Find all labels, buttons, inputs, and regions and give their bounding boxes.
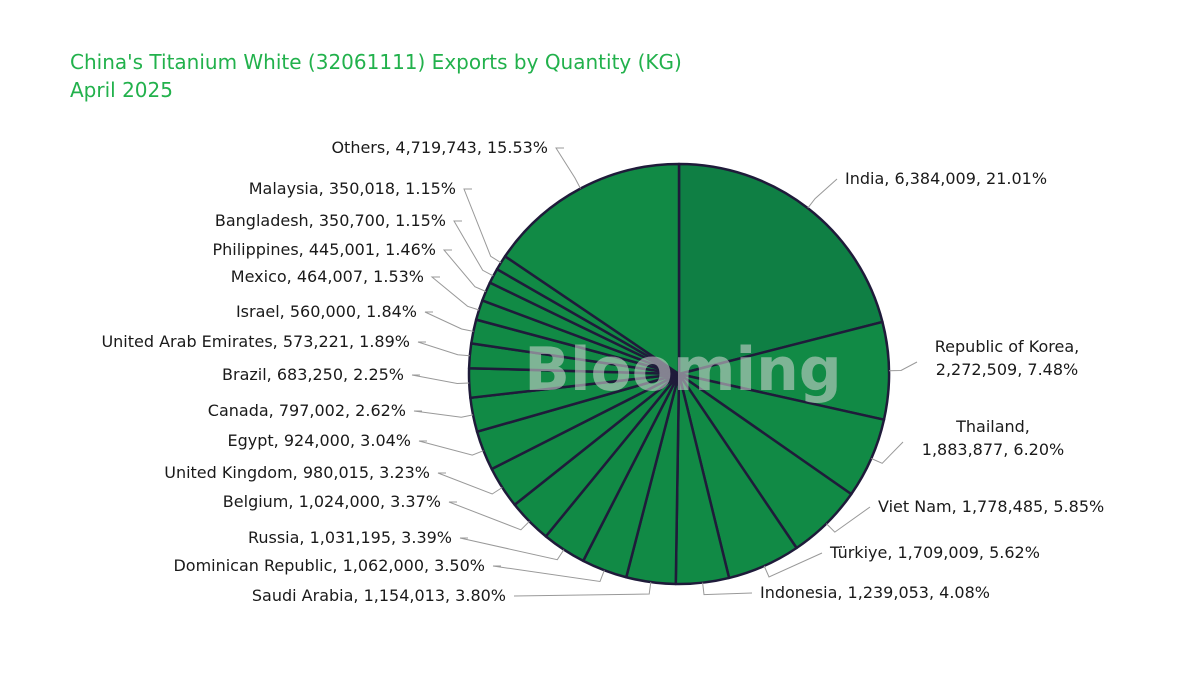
leader-line-india bbox=[807, 178, 838, 209]
leader-line-canada bbox=[413, 410, 474, 418]
chart-subtitle: April 2025 bbox=[70, 78, 173, 102]
slice-label-viet-nam: Viet Nam, 1,778,485, 5.85% bbox=[878, 497, 1104, 516]
slice-labels: India, 6,384,009, 21.01% Republic of Kore… bbox=[101, 138, 1104, 605]
leader-line-russia bbox=[459, 537, 565, 561]
slice-label-saudi-arabia: Saudi Arabia, 1,154,013, 3.80% bbox=[252, 586, 506, 605]
slice-label-indonesia: Indonesia, 1,239,053, 4.08% bbox=[760, 583, 990, 602]
slice-label-bangladesh: Bangladesh, 350,700, 1.15% bbox=[215, 211, 446, 230]
chart-title-block: China's Titanium White (32061111) Export… bbox=[70, 48, 682, 104]
slice-label-thailand: Thailand, 1,883,877, 6.20% bbox=[922, 417, 1064, 459]
leader-line-saudi-arabia bbox=[513, 582, 652, 597]
slice-label-malaysia: Malaysia, 350,018, 1.15% bbox=[249, 179, 456, 198]
leader-line-egypt bbox=[418, 440, 484, 456]
pie-slice-republic-of-korea bbox=[677, 320, 891, 421]
leader-line-republic-of-korea bbox=[888, 361, 918, 372]
slice-label-belgium: Belgium, 1,024,000, 3.37% bbox=[223, 492, 441, 511]
slice-label-israel: Israel, 560,000, 1.84% bbox=[236, 302, 417, 321]
leader-line-thailand bbox=[871, 441, 904, 464]
slice-label-united-kingdom: United Kingdom, 980,015, 3.23% bbox=[164, 463, 430, 482]
slice-label-dominican-republic: Dominican Republic, 1,062,000, 3.50% bbox=[173, 556, 485, 575]
leader-line-philippines bbox=[442, 249, 487, 292]
slice-label-egypt: Egypt, 924,000, 3.04% bbox=[228, 431, 412, 450]
leader-line-bangladesh bbox=[453, 220, 494, 277]
slice-label-mexico: Mexico, 464,007, 1.53% bbox=[231, 267, 424, 286]
leader-line-mexico bbox=[430, 276, 480, 311]
slice-label-united-arab-emirates: United Arab Emirates, 573,221, 1.89% bbox=[101, 332, 410, 351]
leader-line-israel bbox=[424, 311, 474, 332]
leader-line-united-arab-emirates bbox=[417, 341, 470, 357]
pie-slices bbox=[467, 162, 891, 586]
watermark: Blooming bbox=[524, 335, 842, 405]
slice-label-turkiye: Türkiye, 1,709,009, 5.62% bbox=[829, 543, 1040, 562]
chart-title: China's Titanium White (32061111) Export… bbox=[70, 50, 682, 74]
slice-label-canada: Canada, 797,002, 2.62% bbox=[208, 401, 406, 420]
leader-line-brazil bbox=[411, 374, 470, 385]
leader-line-others bbox=[555, 147, 581, 189]
leader-line-indonesia bbox=[702, 582, 753, 596]
slice-label-others: Others, 4,719,743, 15.53% bbox=[331, 138, 548, 157]
slice-label-brazil: Brazil, 683,250, 2.25% bbox=[222, 365, 404, 384]
leader-line-malaysia bbox=[463, 188, 502, 264]
leader-line-belgium bbox=[448, 501, 530, 531]
leader-line-turkiye bbox=[763, 552, 823, 578]
pie-slice-others bbox=[503, 162, 681, 376]
slice-label-india: India, 6,384,009, 21.01% bbox=[845, 169, 1047, 188]
leader-line-viet-nam bbox=[826, 506, 871, 533]
pie-slice-india bbox=[677, 162, 884, 376]
leader-line-dominican-republic bbox=[492, 565, 605, 583]
slice-label-republic-of-korea: Republic of Korea, 2,272,509, 7.48% bbox=[935, 337, 1079, 379]
leader-line-united-kingdom bbox=[437, 472, 503, 495]
slice-label-russia: Russia, 1,031,195, 3.39% bbox=[248, 528, 452, 547]
slice-label-philippines: Philippines, 445,001, 1.46% bbox=[212, 240, 436, 259]
